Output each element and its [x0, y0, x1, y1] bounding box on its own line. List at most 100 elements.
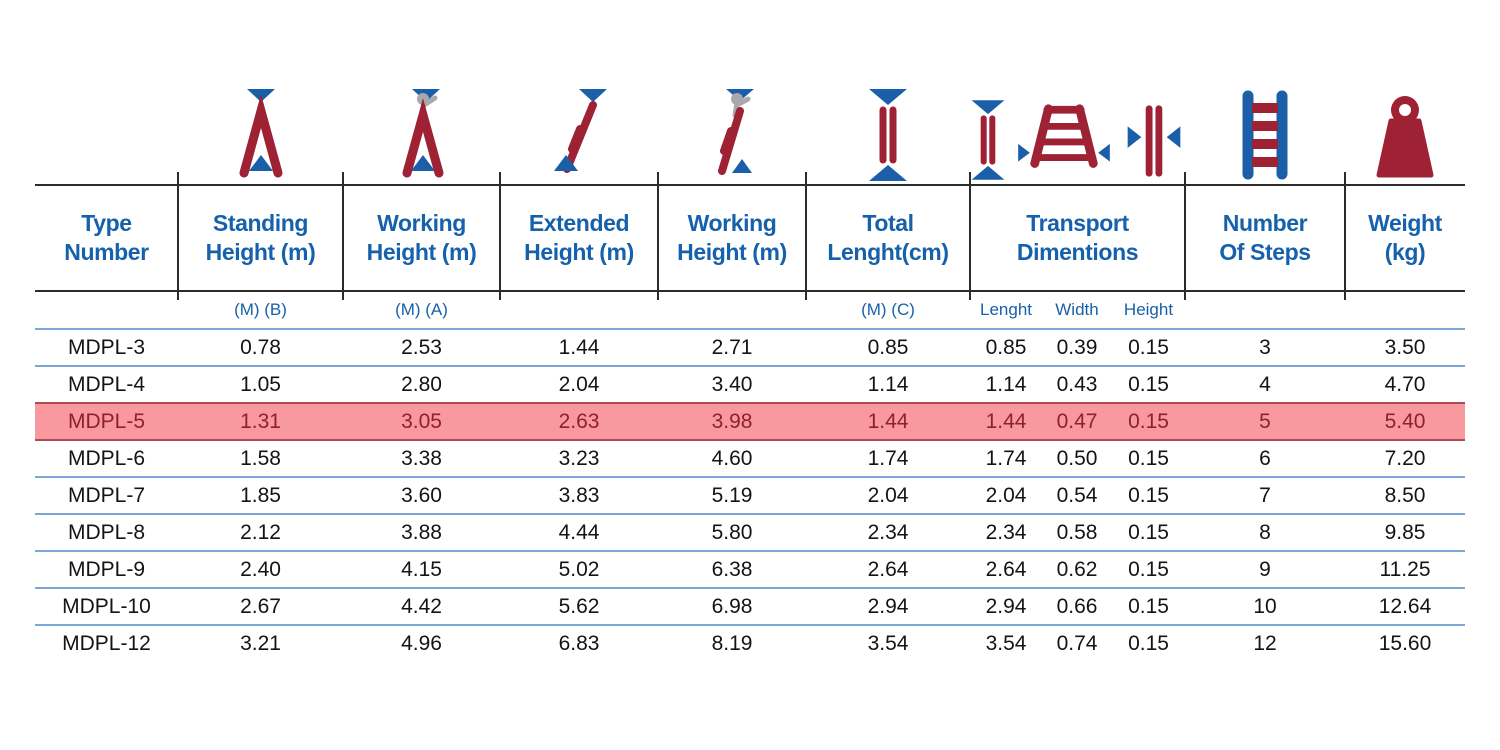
cell-number-of-steps: 8	[1259, 520, 1271, 544]
cell-transport-height: 0.15	[1128, 372, 1169, 396]
cell-working-height: 4.15	[401, 557, 442, 581]
cell-type-number: MDPL-10	[62, 594, 151, 618]
cell-weight: 3.50	[1384, 335, 1426, 359]
table-row: MDPL-6 1.58 3.38 3.23 4.60 1.74 1.74 0.5…	[35, 439, 1465, 476]
header-divider	[499, 172, 501, 300]
col-header-total-length: Total Lenght(cm)	[827, 209, 949, 265]
cell-transport-height: 0.15	[1128, 446, 1169, 470]
cell-weight: 11.25	[1379, 557, 1431, 581]
cell-working-height: 2.80	[401, 372, 442, 396]
empty-cell	[1185, 292, 1345, 328]
cell-working-height: 4.42	[401, 594, 442, 618]
col-header-working-height-extended: Working Height (m)	[677, 209, 787, 265]
cell-extended-height: 5.02	[558, 557, 600, 581]
cell-extended-height: 5.62	[558, 594, 600, 618]
col-header-extended-height: Extended Height (m)	[524, 209, 634, 265]
working-height-extended-icon	[658, 88, 806, 184]
cell-type-number: MDPL-5	[67, 409, 146, 433]
cell-type-number: MDPL-7	[67, 483, 146, 507]
header-divider	[805, 172, 807, 300]
cell-total-length: 1.44	[867, 409, 909, 433]
col-header-weight: Weight (kg)	[1368, 209, 1442, 265]
cell-total-length: 2.94	[867, 594, 909, 618]
number-of-steps-icon	[1185, 88, 1345, 184]
cell-number-of-steps: 4	[1259, 372, 1271, 396]
transport-height-icon	[1121, 101, 1187, 181]
cell-transport-length: 0.85	[985, 335, 1027, 359]
cell-working-height-extended: 3.98	[711, 409, 753, 433]
cell-working-height-extended: 4.60	[711, 446, 753, 470]
subheader-transport-height: Height	[1123, 300, 1174, 319]
cell-type-number: MDPL-6	[67, 446, 146, 470]
cell-extended-height: 2.04	[558, 372, 600, 396]
cell-transport-length: 1.74	[985, 446, 1027, 470]
cell-working-height-extended: 6.38	[711, 557, 753, 581]
cell-type-number: MDPL-8	[67, 520, 146, 544]
cell-weight: 5.40	[1384, 409, 1426, 433]
col-header-standing-height: Standing Height (m)	[205, 209, 316, 265]
cell-standing-height: 1.85	[240, 483, 281, 507]
cell-type-number: MDPL-12	[62, 631, 151, 655]
cell-number-of-steps: 9	[1259, 557, 1271, 581]
cell-total-length: 3.54	[867, 631, 909, 655]
cell-transport-width: 0.74	[1056, 631, 1098, 655]
cell-transport-width: 0.47	[1056, 409, 1098, 433]
cell-extended-height: 4.44	[558, 520, 600, 544]
cell-total-length: 1.74	[867, 446, 909, 470]
subheader-working-units: (M) (A)	[395, 300, 448, 319]
cell-transport-height: 0.15	[1128, 631, 1169, 655]
col-header-transport-dimensions: Transport Dimentions	[1016, 209, 1139, 265]
cell-extended-height: 3.23	[558, 446, 600, 470]
cell-working-height: 3.60	[401, 483, 442, 507]
cell-extended-height: 3.83	[558, 483, 600, 507]
header-row: Type Number Standing Height (m) Working …	[35, 184, 1465, 292]
cell-transport-width: 0.54	[1056, 483, 1098, 507]
header-divider	[177, 172, 179, 300]
cell-standing-height: 2.12	[240, 520, 281, 544]
cell-working-height-extended: 8.19	[711, 631, 753, 655]
cell-transport-length: 1.14	[985, 372, 1027, 396]
cell-standing-height: 1.31	[240, 409, 281, 433]
standing-height-icon	[178, 88, 343, 184]
cell-transport-height: 0.15	[1128, 594, 1169, 618]
cell-working-height: 3.88	[401, 520, 442, 544]
table-row: MDPL-8 2.12 3.88 4.44 5.80 2.34 2.34 0.5…	[35, 513, 1465, 550]
cell-working-height-extended: 2.71	[711, 335, 753, 359]
cell-working-height-extended: 3.40	[711, 372, 753, 396]
cell-transport-length: 1.44	[985, 409, 1027, 433]
cell-total-length: 1.14	[867, 372, 909, 396]
cell-type-number: MDPL-4	[67, 372, 146, 396]
empty-cell	[658, 292, 806, 328]
table-row: MDPL-9 2.40 4.15 5.02 6.38 2.64 2.64 0.6…	[35, 550, 1465, 587]
cell-weight: 8.50	[1384, 483, 1426, 507]
empty-cell	[500, 292, 658, 328]
cell-transport-height: 0.15	[1128, 483, 1169, 507]
header-divider	[657, 172, 659, 300]
cell-weight: 7.20	[1384, 446, 1426, 470]
subheader-total-units: (M) (C)	[861, 300, 915, 319]
cell-working-height: 3.05	[401, 409, 442, 433]
table-body: MDPL-3 0.78 2.53 1.44 2.71 0.85 0.85 0.3…	[35, 328, 1465, 661]
table-row: MDPL-10 2.67 4.42 5.62 6.98 2.94 2.94 0.…	[35, 587, 1465, 624]
cell-weight: 15.60	[1378, 631, 1432, 655]
cell-type-number: MDPL-9	[67, 557, 146, 581]
cell-transport-height: 0.15	[1128, 335, 1169, 359]
empty-cell	[35, 88, 178, 184]
cell-weight: 4.70	[1384, 372, 1426, 396]
col-header-type-number: Type Number	[64, 209, 149, 265]
cell-number-of-steps: 6	[1259, 446, 1271, 470]
cell-transport-height: 0.15	[1128, 557, 1169, 581]
cell-transport-width: 0.39	[1056, 335, 1098, 359]
cell-total-length: 0.85	[867, 335, 909, 359]
ladder-spec-table: Type Number Standing Height (m) Working …	[35, 88, 1465, 661]
cell-standing-height: 1.05	[240, 372, 281, 396]
cell-working-height-extended: 5.19	[711, 483, 753, 507]
subheader-row: (M) (B) (M) (A) (M) (C) Lenght Width Hei…	[35, 292, 1465, 328]
cell-transport-width: 0.50	[1056, 446, 1098, 470]
cell-number-of-steps: 7	[1259, 483, 1271, 507]
cell-total-length: 2.04	[867, 483, 909, 507]
cell-working-height: 3.38	[401, 446, 442, 470]
cell-number-of-steps: 10	[1253, 594, 1277, 618]
cell-transport-length: 2.64	[985, 557, 1027, 581]
